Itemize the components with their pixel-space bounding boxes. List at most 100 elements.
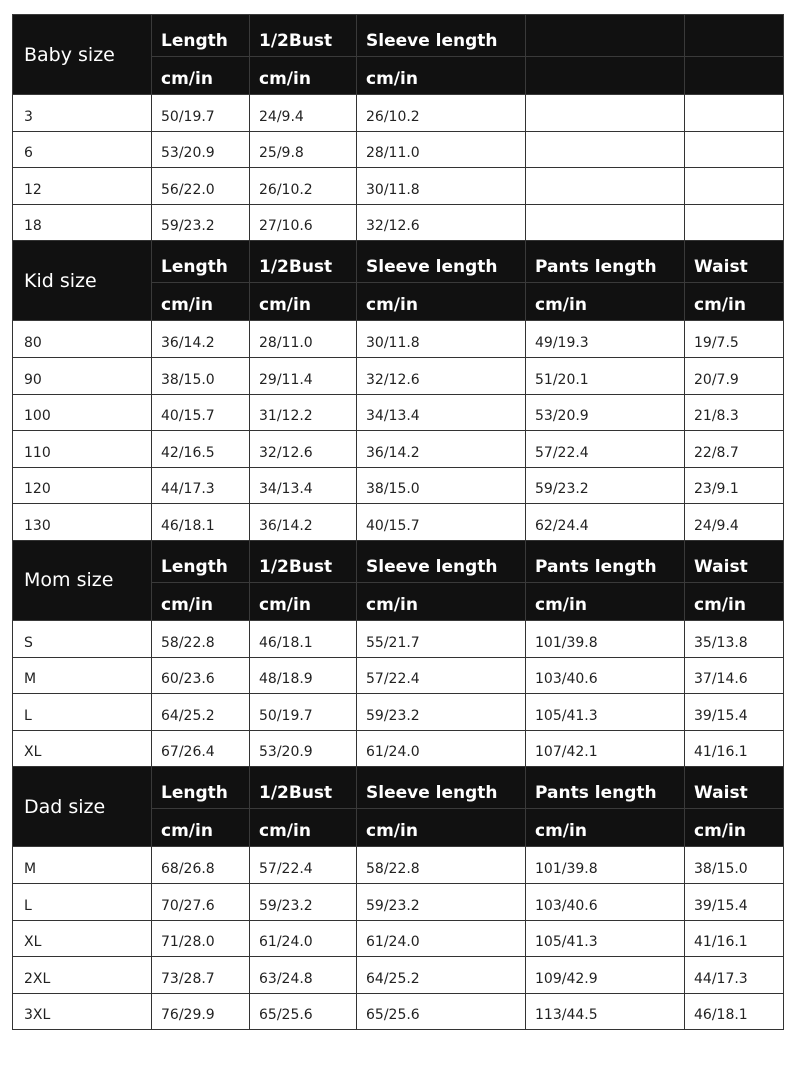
measurement-cell: 34/13.4 — [249, 466, 357, 505]
measurement-cell: 57/22.4 — [356, 656, 526, 695]
measurement-cell: 63/24.8 — [249, 956, 357, 994]
size-cell: 18 — [12, 203, 152, 242]
measurement-cell: 25/9.8 — [249, 130, 357, 169]
measurement-cell: 39/15.4 — [684, 882, 784, 921]
column-header: Waist — [684, 766, 784, 810]
measurement-cell: 23/9.1 — [684, 466, 784, 505]
measurement-cell: 38/15.0 — [684, 846, 784, 884]
column-header: Sleeve length — [356, 240, 526, 284]
column-header — [525, 14, 685, 57]
measurement-cell: 41/16.1 — [684, 729, 784, 768]
table-row: M 60/23.6 48/18.9 57/22.4 103/40.6 37/14.6 — [12, 656, 784, 695]
unit-header: cm/in — [525, 808, 685, 848]
size-cell: 90 — [12, 356, 152, 395]
measurement-cell: 28/11.0 — [249, 320, 357, 358]
measurement-cell: 36/14.2 — [151, 320, 250, 358]
size-cell: S — [12, 619, 152, 658]
unit-header: cm/in — [151, 282, 250, 322]
measurement-cell: 57/22.4 — [249, 846, 357, 884]
measurement-cell: 22/8.7 — [684, 430, 784, 468]
column-header: Sleeve length — [356, 14, 526, 57]
size-cell: XL — [12, 729, 152, 768]
size-cell: M — [12, 656, 152, 695]
measurement-cell — [525, 203, 685, 242]
measurement-cell: 46/18.1 — [249, 619, 357, 658]
measurement-cell: 58/22.8 — [356, 846, 526, 884]
column-header: Length — [151, 14, 250, 57]
measurement-cell: 48/18.9 — [249, 656, 357, 695]
measurement-cell: 41/16.1 — [684, 919, 784, 958]
measurement-cell: 46/18.1 — [151, 503, 250, 541]
table-row: 6 53/20.9 25/9.8 28/11.0 — [12, 130, 784, 169]
measurement-cell: 109/42.9 — [525, 956, 685, 994]
column-header: Length — [151, 766, 250, 810]
column-header: Sleeve length — [356, 539, 526, 583]
measurement-cell: 20/7.9 — [684, 356, 784, 395]
measurement-cell: 51/20.1 — [525, 356, 685, 395]
measurement-cell: 40/15.7 — [151, 393, 250, 432]
measurement-cell: 30/11.8 — [356, 167, 526, 205]
size-cell: 12 — [12, 167, 152, 205]
unit-header: cm/in — [356, 282, 526, 322]
measurement-cell: 49/19.3 — [525, 320, 685, 358]
unit-header: cm/in — [249, 282, 357, 322]
mom-size-header-row: Mom size Length 1/2Bust Sleeve length Pants … — [12, 539, 784, 621]
table-row: 110 42/16.5 32/12.6 36/14.2 57/22.4 22/8.7 — [12, 430, 784, 468]
size-cell: 130 — [12, 503, 152, 541]
table-row: 80 36/14.2 28/11.0 30/11.8 49/19.3 19/7.5 — [12, 320, 784, 358]
table-row: 2XL 73/28.7 63/24.8 64/25.2 109/42.9 44/17.3 — [12, 956, 784, 994]
column-header: Pants length — [525, 539, 685, 583]
column-header: 1/2Bust — [249, 14, 357, 57]
column-header — [684, 14, 784, 57]
table-row: S 58/22.8 46/18.1 55/21.7 101/39.8 35/13.8 — [12, 619, 784, 658]
measurement-cell: 62/24.4 — [525, 503, 685, 541]
measurement-cell — [525, 130, 685, 169]
measurement-cell: 56/22.0 — [151, 167, 250, 205]
measurement-cell: 34/13.4 — [356, 393, 526, 432]
measurement-cell: 30/11.8 — [356, 320, 526, 358]
column-header: Pants length — [525, 766, 685, 810]
size-cell: 80 — [12, 320, 152, 358]
measurement-cell: 24/9.4 — [249, 94, 357, 132]
unit-header: cm/in — [684, 581, 784, 621]
size-cell: 3 — [12, 94, 152, 132]
measurement-cell: 76/29.9 — [151, 992, 250, 1031]
size-cell: 2XL — [12, 956, 152, 994]
measurement-cell: 64/25.2 — [151, 693, 250, 731]
measurement-cell: 107/42.1 — [525, 729, 685, 768]
measurement-cell: 40/15.7 — [356, 503, 526, 541]
measurement-cell: 32/12.6 — [249, 430, 357, 468]
unit-header: cm/in — [151, 56, 250, 95]
measurement-cell — [525, 94, 685, 132]
size-cell: 110 — [12, 430, 152, 468]
measurement-cell: 38/15.0 — [151, 356, 250, 395]
measurement-cell: 70/27.6 — [151, 882, 250, 921]
measurement-cell: 19/7.5 — [684, 320, 784, 358]
measurement-cell: 44/17.3 — [684, 956, 784, 994]
unit-header: cm/in — [356, 808, 526, 848]
unit-header — [525, 56, 685, 95]
column-header: Waist — [684, 240, 784, 284]
table-row: 90 38/15.0 29/11.4 32/12.6 51/20.1 20/7.9 — [12, 356, 784, 395]
measurement-cell: 59/23.2 — [525, 466, 685, 505]
measurement-cell: 55/21.7 — [356, 619, 526, 658]
measurement-cell: 53/20.9 — [151, 130, 250, 169]
measurement-cell: 101/39.8 — [525, 846, 685, 884]
table-row: L 70/27.6 59/23.2 59/23.2 103/40.6 39/15.4 — [12, 882, 784, 921]
measurement-cell: 39/15.4 — [684, 693, 784, 731]
column-header: 1/2Bust — [249, 240, 357, 284]
unit-header: cm/in — [525, 282, 685, 322]
unit-header: cm/in — [356, 56, 526, 95]
measurement-cell: 105/41.3 — [525, 693, 685, 731]
column-header: 1/2Bust — [249, 539, 357, 583]
measurement-cell: 38/15.0 — [356, 466, 526, 505]
measurement-cell — [684, 167, 784, 205]
table-row: 3XL 76/29.9 65/25.6 65/25.6 113/44.5 46/18.1 — [12, 992, 784, 1031]
measurement-cell: 59/23.2 — [151, 203, 250, 242]
measurement-cell: 58/22.8 — [151, 619, 250, 658]
measurement-cell: 37/14.6 — [684, 656, 784, 695]
measurement-cell: 35/13.8 — [684, 619, 784, 658]
measurement-cell: 44/17.3 — [151, 466, 250, 505]
table-row: XL 71/28.0 61/24.0 61/24.0 105/41.3 41/16.1 — [12, 919, 784, 958]
column-header: Length — [151, 240, 250, 284]
